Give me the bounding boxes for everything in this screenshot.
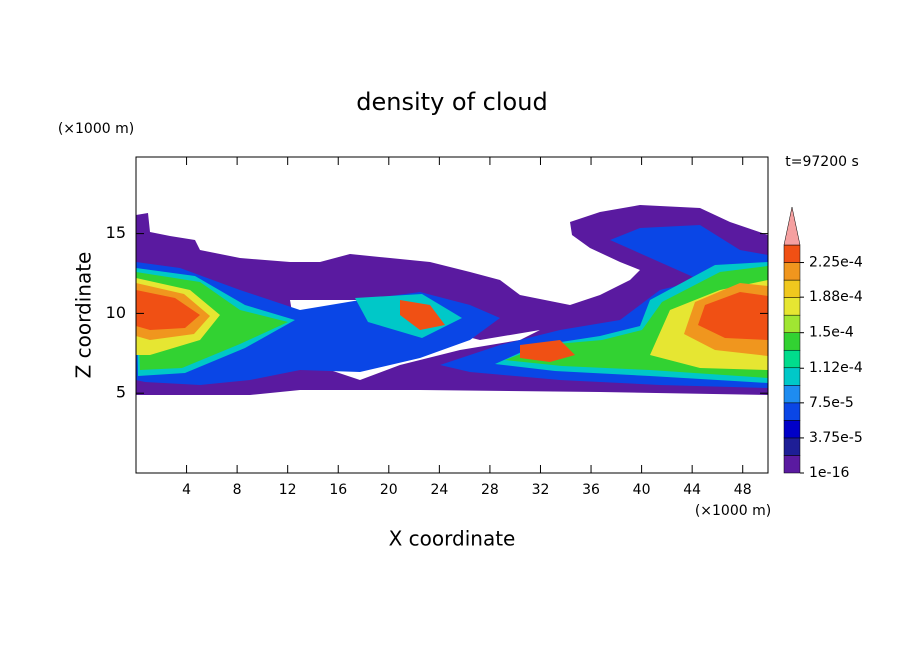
x-tick-label: 40 bbox=[633, 482, 651, 498]
x-tick-label: 12 bbox=[279, 482, 297, 498]
x-tick-label: 32 bbox=[532, 482, 550, 498]
contour-field bbox=[136, 205, 768, 395]
x-tick-label: 44 bbox=[683, 482, 701, 498]
colorbar-box bbox=[783, 279, 801, 298]
y-tick-label: 10 bbox=[106, 303, 126, 322]
x-tick-label: 36 bbox=[582, 482, 600, 498]
colorbar-label: 2.25e-4 bbox=[809, 255, 863, 271]
x-tick-label: 20 bbox=[380, 482, 398, 498]
cloud-region bbox=[136, 266, 768, 378]
colorbar-label: 1e-16 bbox=[809, 465, 849, 481]
colorbar-box bbox=[783, 314, 801, 333]
colorbar-label: 1.88e-4 bbox=[809, 289, 863, 305]
y-tick-label: 15 bbox=[106, 223, 126, 242]
x-tick-label: 4 bbox=[182, 482, 191, 498]
colorbar-box bbox=[783, 367, 801, 386]
colorbar-label: 1.12e-4 bbox=[809, 360, 863, 376]
colorbar-label: 7.5e-5 bbox=[809, 395, 854, 411]
colorbar-box bbox=[783, 437, 801, 456]
x-unit: (×1000 m) bbox=[695, 503, 771, 519]
colorbar-box bbox=[783, 402, 801, 421]
colorbar-box bbox=[783, 262, 801, 281]
x-tick-label: 48 bbox=[734, 482, 752, 498]
colorbar-box bbox=[783, 297, 801, 316]
x-tick-label: 8 bbox=[233, 482, 242, 498]
x-axis-title: X coordinate bbox=[389, 527, 516, 551]
colorbar-box bbox=[783, 244, 801, 263]
colorbar-box bbox=[783, 349, 801, 369]
y-tick-label: 5 bbox=[116, 383, 126, 402]
colorbar-label: 1.5e-4 bbox=[809, 325, 854, 341]
cloud-region bbox=[136, 278, 768, 370]
colorbar-extension bbox=[783, 206, 801, 246]
colorbar-box bbox=[783, 420, 801, 439]
y-unit: (×1000 m) bbox=[58, 121, 134, 137]
plot-frame bbox=[135, 156, 769, 474]
x-tick-label: 28 bbox=[481, 482, 499, 498]
chart-title: density of cloud bbox=[356, 88, 547, 116]
time-label: t=97200 s bbox=[785, 154, 859, 170]
x-tick-label: 16 bbox=[329, 482, 347, 498]
colorbar-box bbox=[783, 332, 801, 351]
x-tick-label: 24 bbox=[430, 482, 448, 498]
y-axis-title: Z coordinate bbox=[72, 252, 96, 379]
colorbar-label: 3.75e-5 bbox=[809, 430, 863, 446]
colorbar-box bbox=[783, 385, 801, 404]
colorbar-box bbox=[783, 455, 801, 474]
